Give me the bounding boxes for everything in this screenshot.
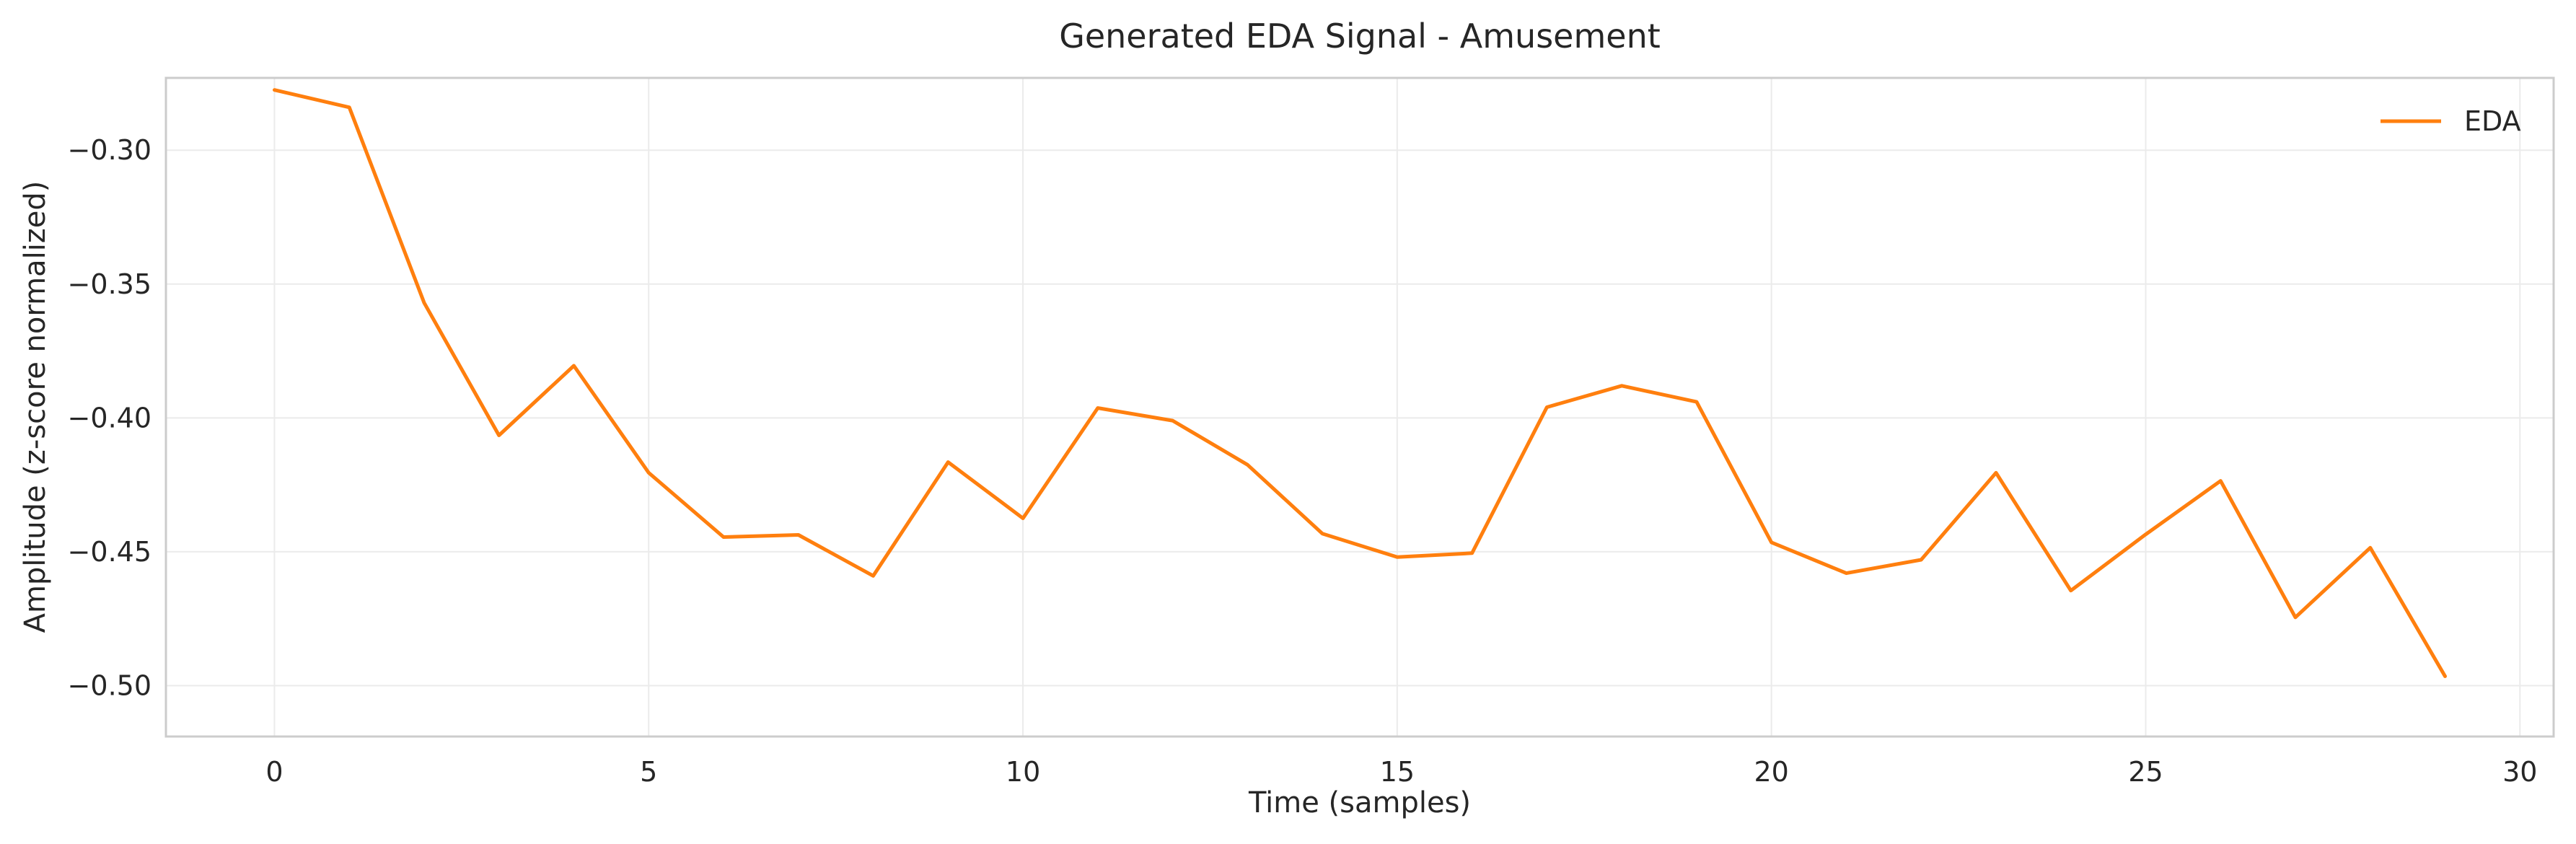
chart-title: Generated EDA Signal - Amusement (1059, 17, 1661, 56)
grid (166, 78, 2554, 737)
x-tick-label: 10 (1006, 756, 1040, 788)
legend: EDA (2381, 105, 2521, 137)
y-tick-label: −0.40 (68, 402, 151, 434)
y-tick-label: −0.30 (68, 134, 151, 166)
plot-frame (164, 76, 2555, 738)
x-axis-ticks: 0 5 10 15 20 25 30 (265, 756, 2537, 788)
series-layer (273, 88, 2447, 678)
x-tick-label: 25 (2128, 756, 2163, 788)
x-tick-label: 30 (2502, 756, 2537, 788)
x-tick-label: 15 (1380, 756, 1415, 788)
x-tick-label: 0 (265, 756, 283, 788)
y-tick-label: −0.50 (68, 669, 151, 701)
y-tick-label: −0.45 (68, 536, 151, 568)
y-axis-label: Amplitude (z-score normalized) (19, 181, 52, 633)
x-tick-label: 5 (640, 756, 657, 788)
x-axis-label: Time (samples) (1248, 786, 1471, 819)
series-line-eda (273, 88, 2447, 678)
y-axis-ticks: −0.30 −0.35 −0.40 −0.45 −0.50 (68, 134, 151, 701)
legend-label-eda: EDA (2464, 105, 2521, 137)
y-tick-label: −0.35 (68, 268, 151, 300)
x-tick-label: 20 (1754, 756, 1789, 788)
